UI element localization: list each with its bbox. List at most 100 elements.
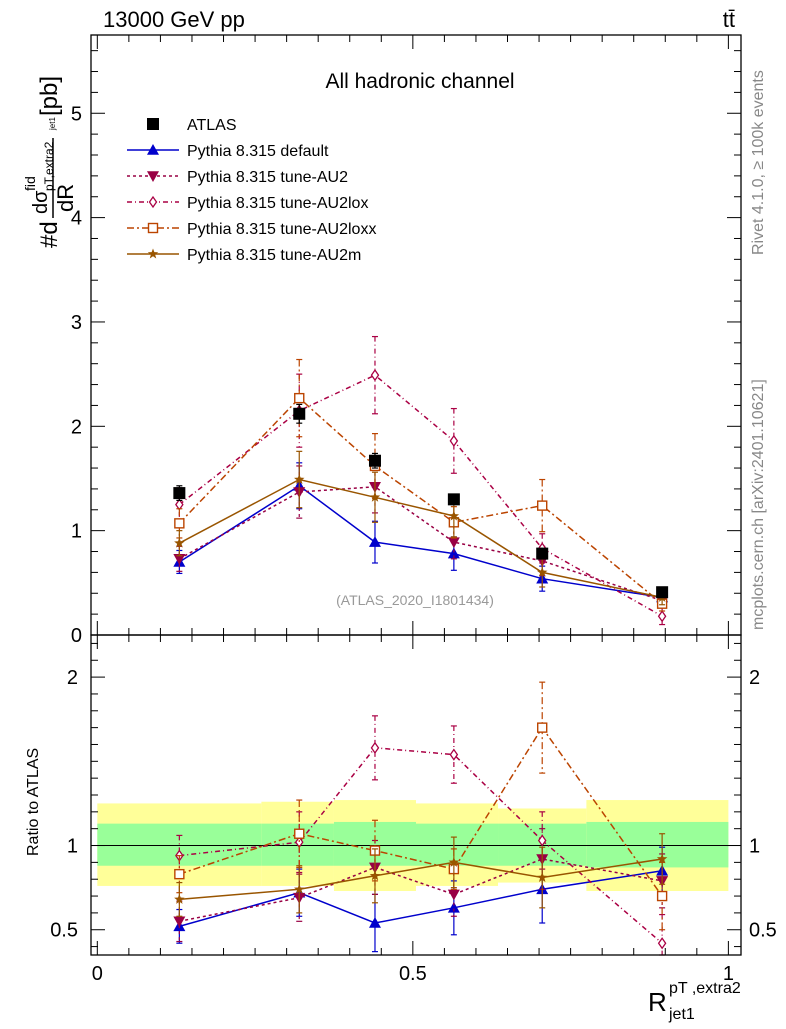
marker-star (369, 870, 381, 881)
svg-text:dσ: dσ (30, 190, 52, 214)
ratio-tick-label-right: 2 (749, 667, 760, 689)
marker-triangle-down (147, 171, 159, 182)
marker-square-open (174, 518, 185, 529)
ratio-tick-label-left: 1 (67, 836, 78, 858)
marker-square-open (294, 828, 305, 839)
legend-label: Pythia 8.315 tune-AU2loxx (187, 221, 376, 238)
marker-star (536, 566, 548, 577)
marker-star (174, 893, 185, 904)
x-axis-label-sup: pT ,extra2 (669, 980, 741, 997)
series-0-line (178, 484, 663, 599)
marker-square-open (537, 722, 548, 733)
series-2-ratio-line (179, 747, 663, 944)
y-tick-label: 5 (71, 103, 82, 125)
marker-star (147, 248, 159, 259)
legend-label-atlas: ATLAS (187, 117, 237, 134)
series-4-ratio-line (179, 858, 663, 901)
marker-square-filled (147, 118, 159, 130)
marker-triangle-down (447, 889, 460, 901)
marker-star (174, 537, 185, 548)
energy-label: 13000 GeV pp (103, 7, 245, 32)
y-axis-label: #d dσ fid pT,extra2 jet1 dR [pb] (22, 76, 78, 248)
marker-diamond (449, 434, 459, 448)
marker-diamond (657, 937, 667, 950)
ratio-tick-label-right: 0.5 (749, 920, 777, 942)
marker-square-open (147, 222, 159, 234)
marker-triangle-down (173, 554, 186, 565)
marker-triangle-up (447, 547, 460, 559)
y-axis-label-sigma-subsub: jet1 (48, 117, 57, 131)
legend-label: Pythia 8.315 tune-AU2m (187, 247, 361, 264)
marker-triangle-up (368, 917, 381, 928)
marker-square-open (174, 868, 185, 880)
marker-star (294, 474, 305, 484)
marker-diamond (449, 748, 459, 761)
series-3-ratio-line (179, 726, 663, 897)
y-tick-label: 4 (71, 208, 82, 230)
marker-triangle-down (447, 537, 460, 549)
analysis-id: (ATLAS_2020_I1801434) (336, 592, 494, 608)
ratio-band-inner (416, 823, 499, 866)
marker-diamond (537, 834, 547, 847)
marker-square-filled (447, 493, 460, 506)
marker-square-filled (293, 407, 306, 420)
marker-star (448, 510, 460, 521)
marker-square-filled (656, 586, 669, 599)
y-axis-label-sigma-sup: fid (22, 176, 38, 191)
svg-text:pT,extra2: pT,extra2 (42, 141, 56, 191)
x-tick-label: 1 (723, 963, 734, 985)
marker-square-open (656, 890, 668, 902)
series-0-ratio-line (179, 870, 663, 928)
marker-triangle-down (173, 916, 186, 928)
y-tick-label: 0 (71, 625, 82, 647)
marker-star (536, 872, 548, 882)
marker-star (369, 491, 381, 502)
marker-square-filled (536, 547, 549, 560)
ratio-band-inner (586, 821, 729, 868)
y-tick-label: 3 (71, 312, 82, 334)
ratio-tick-label-left: 2 (67, 667, 78, 689)
svg-text:fid: fid (22, 176, 38, 191)
series-4-line (178, 478, 663, 599)
marker-square-open (294, 392, 305, 404)
legend-label: Pythia 8.315 default (187, 143, 329, 160)
marker-diamond (370, 369, 380, 382)
x-tick-label: 0 (92, 963, 103, 985)
rivet-label: Rivet 4.1.0, ≥ 100k events (750, 70, 767, 255)
y-axis-label-sigma: dσ (30, 190, 52, 214)
legend-label: Pythia 8.315 tune-AU2 (187, 169, 348, 186)
x-tick-label: 0.5 (399, 963, 427, 985)
svg-text:jet1: jet1 (48, 117, 57, 131)
axes-layer: 0 0.5 1 0 1 2 3 4 5 0.5 0.5 1 1 2 2 (50, 34, 777, 985)
marker-square-filled (368, 454, 381, 467)
marker-star (294, 883, 305, 894)
svg-text:dR: dR (53, 184, 78, 212)
ratio-series-layer (173, 681, 669, 956)
atlas-data-layer (173, 403, 669, 599)
marker-diamond (657, 610, 667, 623)
y-axis-label-unit: [pb] (36, 76, 63, 116)
marker-square-filled (173, 487, 186, 500)
ratio-tick-label-left: 0.5 (50, 920, 78, 942)
x-axis-label: R pT ,extra2 jet1 (648, 980, 741, 1023)
marker-square-open (537, 500, 548, 511)
svg-text:[pb]: [pb] (36, 76, 63, 116)
marker-triangle-up (147, 144, 159, 155)
y-tick-label: 2 (71, 416, 82, 438)
svg-text:#d: #d (36, 221, 63, 248)
x-axis-label-main: R (648, 987, 667, 1017)
y-axis-label-prefix: #d (36, 221, 63, 248)
legend: ATLAS Pythia 8.315 default Pythia 8.315 tu… (127, 117, 376, 264)
marker-star (656, 853, 668, 864)
x-axis-label-sub: jet1 (668, 1006, 695, 1023)
marker-star (448, 856, 460, 867)
y-axis-label-den: dR (53, 184, 78, 212)
series-2-line (178, 374, 663, 617)
marker-triangle-up (447, 901, 460, 913)
chart-title: All hadronic channel (325, 70, 514, 93)
ratio-y-axis-label: Ratio to ATLAS (25, 748, 42, 856)
marker-diamond (148, 195, 158, 209)
marker-triangle-up (368, 536, 381, 547)
